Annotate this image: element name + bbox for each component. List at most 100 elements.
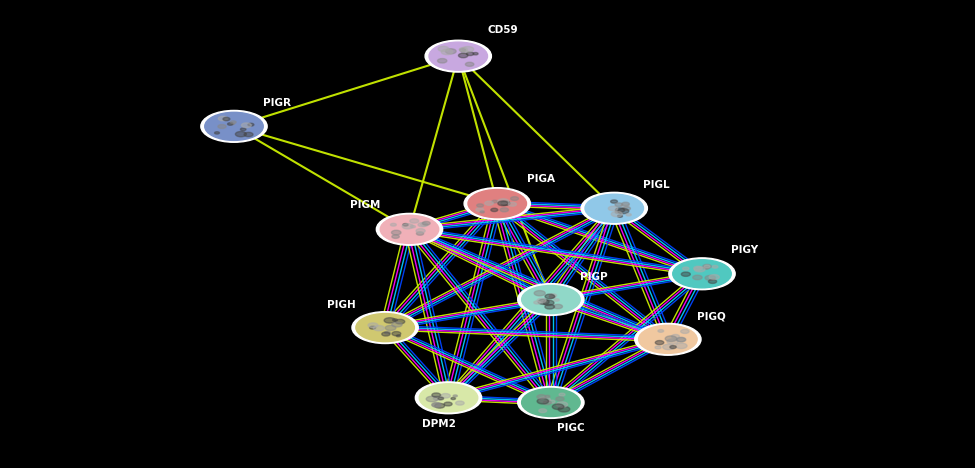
Text: PIGA: PIGA	[526, 174, 555, 184]
Circle shape	[549, 294, 557, 297]
Circle shape	[703, 264, 712, 269]
Circle shape	[705, 275, 716, 280]
Circle shape	[418, 223, 427, 227]
Circle shape	[498, 201, 508, 206]
Circle shape	[508, 202, 517, 206]
Circle shape	[556, 397, 565, 401]
Circle shape	[385, 325, 396, 330]
Circle shape	[492, 200, 497, 203]
Circle shape	[534, 291, 545, 296]
Circle shape	[543, 401, 551, 405]
Circle shape	[429, 42, 488, 70]
Circle shape	[444, 402, 452, 406]
Circle shape	[615, 203, 623, 206]
Circle shape	[537, 395, 546, 399]
Circle shape	[466, 52, 474, 56]
Circle shape	[635, 323, 701, 355]
Circle shape	[549, 295, 555, 298]
Circle shape	[618, 208, 629, 214]
Circle shape	[403, 224, 409, 226]
Circle shape	[464, 188, 530, 219]
Circle shape	[615, 208, 625, 212]
Circle shape	[692, 275, 702, 280]
Circle shape	[468, 190, 526, 218]
Circle shape	[655, 341, 664, 344]
Circle shape	[658, 329, 664, 332]
Circle shape	[390, 223, 396, 226]
Circle shape	[461, 51, 469, 54]
Circle shape	[522, 388, 580, 417]
Circle shape	[426, 396, 438, 402]
Circle shape	[673, 260, 731, 288]
Circle shape	[391, 230, 401, 235]
Circle shape	[611, 212, 622, 217]
Circle shape	[693, 266, 702, 271]
Circle shape	[356, 314, 414, 342]
Circle shape	[376, 213, 443, 245]
Circle shape	[438, 46, 449, 51]
Circle shape	[559, 393, 566, 396]
Circle shape	[533, 301, 540, 304]
Circle shape	[217, 124, 226, 129]
Circle shape	[545, 294, 555, 299]
Circle shape	[672, 335, 680, 338]
Circle shape	[384, 318, 396, 323]
Circle shape	[223, 117, 230, 121]
Circle shape	[676, 343, 687, 349]
Circle shape	[500, 208, 509, 212]
Circle shape	[623, 207, 631, 210]
Circle shape	[480, 211, 485, 213]
Circle shape	[415, 382, 482, 414]
Circle shape	[554, 299, 560, 301]
Text: CD59: CD59	[488, 25, 518, 36]
Circle shape	[663, 344, 674, 350]
Circle shape	[420, 223, 428, 227]
Circle shape	[462, 46, 474, 52]
Circle shape	[557, 402, 567, 407]
Circle shape	[465, 62, 474, 66]
Circle shape	[438, 58, 447, 63]
Circle shape	[384, 331, 390, 334]
Circle shape	[459, 49, 466, 51]
Circle shape	[539, 409, 547, 413]
Circle shape	[392, 331, 401, 336]
Circle shape	[655, 346, 661, 349]
Circle shape	[370, 326, 375, 329]
Circle shape	[393, 319, 398, 321]
Circle shape	[368, 323, 378, 328]
Circle shape	[352, 312, 418, 344]
Circle shape	[410, 219, 418, 223]
Text: PIGR: PIGR	[263, 98, 292, 108]
Circle shape	[459, 48, 467, 51]
Circle shape	[227, 123, 233, 125]
Circle shape	[537, 298, 546, 303]
Circle shape	[416, 232, 423, 235]
Circle shape	[511, 197, 519, 200]
Circle shape	[455, 401, 464, 405]
Circle shape	[667, 339, 679, 344]
Circle shape	[485, 201, 493, 205]
Circle shape	[709, 275, 720, 279]
Circle shape	[205, 112, 263, 140]
Circle shape	[432, 393, 441, 397]
Circle shape	[433, 396, 442, 400]
Circle shape	[422, 221, 430, 225]
Circle shape	[610, 200, 617, 203]
Circle shape	[669, 258, 735, 290]
Circle shape	[442, 49, 452, 55]
Circle shape	[585, 194, 644, 222]
Circle shape	[538, 397, 550, 402]
Circle shape	[501, 201, 510, 205]
Text: PIGH: PIGH	[328, 300, 356, 310]
Circle shape	[214, 132, 219, 134]
Circle shape	[522, 285, 580, 314]
Circle shape	[473, 52, 478, 55]
Circle shape	[670, 345, 677, 349]
Circle shape	[435, 403, 445, 408]
Circle shape	[622, 202, 630, 206]
Circle shape	[451, 397, 455, 400]
Circle shape	[244, 132, 254, 137]
Circle shape	[490, 208, 498, 212]
Circle shape	[704, 265, 710, 268]
Circle shape	[621, 204, 629, 208]
